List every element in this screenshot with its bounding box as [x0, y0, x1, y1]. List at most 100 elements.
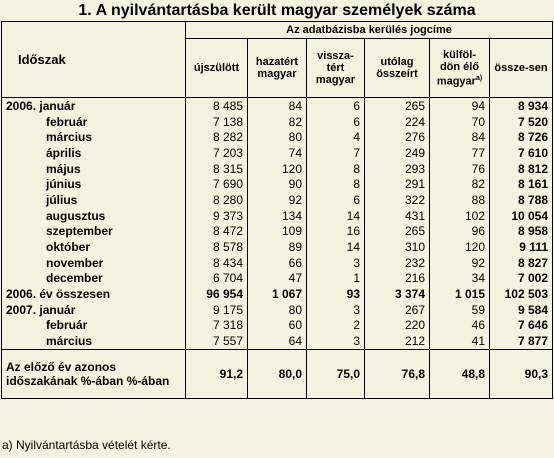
table-row: október 8 578 89 14 310 120 9 111 [1, 239, 554, 255]
table-row: Az előző év azonos időszakának %-ában %-… [1, 349, 554, 399]
cell-value: 265 [364, 97, 430, 114]
row-label: december [1, 270, 186, 287]
table-row: június 7 690 90 8 291 82 8 161 [1, 176, 554, 193]
cell-total: 102 503 [488, 286, 554, 302]
row-label: október [1, 239, 186, 255]
row-label: november [1, 254, 186, 271]
cell-value: 47 [247, 270, 307, 287]
cell-total: 8 161 [488, 176, 554, 193]
cell-value: 84 [247, 97, 307, 114]
cell-value: 7 690 [185, 176, 248, 193]
cell-value: 120 [247, 160, 307, 177]
cell-value: 276 [364, 129, 430, 146]
cell-value: 6 [306, 113, 365, 130]
cell-total: 7 877 [488, 333, 554, 350]
cell-value: 293 [364, 160, 430, 177]
cell-value: 70 [429, 113, 490, 130]
table-row: 2006. január 8 485 84 6 265 94 8 934 [1, 97, 554, 114]
cell-value: 59 [429, 301, 490, 318]
col-header-abroad: külföl-dön élő magyara) [429, 38, 490, 98]
cell-value: 431 [364, 207, 430, 224]
row-label: március [1, 333, 186, 350]
row-label: február [1, 317, 186, 334]
row-label: augusztus [1, 207, 186, 224]
cell-value: 82 [429, 176, 490, 193]
table-row: december 6 704 47 1 216 34 7 002 [1, 270, 554, 287]
row-label: május [1, 160, 186, 177]
cell-value: 7 203 [185, 145, 248, 161]
cell-total: 10 054 [488, 207, 554, 224]
cell-value: 3 374 [364, 286, 430, 302]
cell-value: 14 [306, 239, 365, 255]
cell-value: 8 578 [185, 239, 248, 255]
cell-value: 2 [306, 317, 365, 334]
cell-value: 1 067 [247, 286, 307, 302]
table-row: július 8 280 92 6 322 88 8 788 [1, 192, 554, 208]
table-row: szeptember 8 472 109 16 265 96 8 958 [1, 223, 554, 240]
cell-value: 212 [364, 333, 430, 350]
cell-value: 8 [306, 160, 365, 177]
group-header: Az adatbázisba kerülés jogcíme [184, 21, 554, 39]
cell-value: 310 [364, 239, 430, 255]
footnote: a) Nyilvántartásba vételét kérte. [2, 438, 171, 452]
cell-value: 92 [247, 192, 307, 208]
cell-value: 90 [247, 176, 307, 193]
cell-value: 96 [429, 223, 490, 240]
cell-total: 9 584 [488, 301, 554, 318]
cell-value: 74 [247, 145, 307, 161]
cell-value: 224 [364, 113, 430, 130]
cell-total: 90,3 [488, 349, 554, 399]
cell-value: 3 [306, 333, 365, 350]
col-header-newborn: újszülött [185, 38, 248, 98]
data-table: Időszak Az adatbázisba kerülés jogcíme ú… [1, 21, 554, 399]
cell-value: 66 [247, 254, 307, 271]
cell-value: 265 [364, 223, 430, 240]
table-row: február 7 138 82 6 224 70 7 520 [1, 113, 554, 130]
cell-value: 249 [364, 145, 430, 161]
row-label: szeptember [1, 223, 186, 240]
cell-total: 7 646 [488, 317, 554, 334]
cell-value: 7 557 [185, 333, 248, 350]
cell-total: 7 002 [488, 270, 554, 287]
cell-value: 7 318 [185, 317, 248, 334]
cell-value: 3 [306, 301, 365, 318]
row-label: március [1, 129, 186, 146]
table-row: november 8 434 66 3 232 92 8 827 [1, 254, 554, 271]
table-row: 2007. január 9 175 80 3 267 59 9 584 [1, 301, 554, 318]
cell-total: 8 958 [488, 223, 554, 240]
cell-value: 109 [247, 223, 307, 240]
row-label: június [1, 176, 186, 193]
cell-value: 48,8 [429, 349, 490, 399]
cell-value: 8 282 [185, 129, 248, 146]
col-header-re-returned: vissza-tért magyar [306, 38, 365, 98]
cell-value: 134 [247, 207, 307, 224]
cell-value: 1 [306, 270, 365, 287]
cell-total: 8 788 [488, 192, 554, 208]
cell-value: 88 [429, 192, 490, 208]
cell-value: 8 [306, 176, 365, 193]
col-header-returned: hazatért magyar [247, 38, 307, 98]
cell-value: 64 [247, 333, 307, 350]
table-title: 1. A nyilvántartásba került magyar szemé… [78, 2, 476, 19]
cell-value: 93 [306, 286, 365, 302]
cell-value: 96 954 [185, 286, 248, 302]
cell-value: 3 [306, 254, 365, 271]
cell-value: 84 [429, 129, 490, 146]
cell-value: 9 373 [185, 207, 248, 224]
cell-value: 76 [429, 160, 490, 177]
table-row: május 8 315 120 8 293 76 8 812 [1, 160, 554, 177]
col-header-total: össze-sen [488, 38, 554, 98]
cell-value: 1 015 [429, 286, 490, 302]
cell-value: 9 175 [185, 301, 248, 318]
cell-value: 8 315 [185, 160, 248, 177]
cell-value: 82 [247, 113, 307, 130]
footnote-mark: a) [475, 74, 483, 82]
cell-value: 8 485 [185, 97, 248, 114]
row-label: 2006. január [1, 97, 186, 114]
table-row: augusztus 9 373 134 14 431 102 10 054 [1, 207, 554, 224]
table-row: február 7 318 60 2 220 46 7 646 [1, 317, 554, 334]
cell-value: 120 [429, 239, 490, 255]
cell-value: 6 [306, 192, 365, 208]
cell-value: 80 [247, 301, 307, 318]
period-header: Időszak [1, 21, 186, 98]
